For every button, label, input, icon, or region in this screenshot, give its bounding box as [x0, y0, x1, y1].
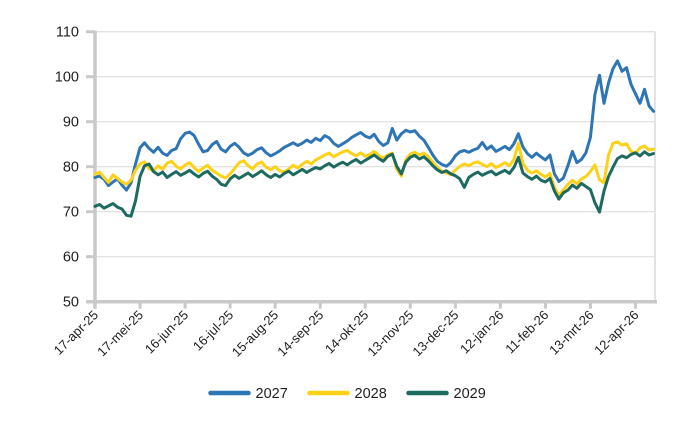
x-tick-label: 15-aug-25 [229, 307, 282, 360]
x-tick-label: 12-jan-26 [457, 307, 506, 356]
legend-item-2029: 2029 [406, 386, 486, 402]
legend-label-2028: 2028 [355, 386, 387, 402]
legend-label-2029: 2029 [454, 386, 486, 402]
x-tick-label: 16-jul-25 [190, 307, 236, 353]
legend-label-2027: 2027 [256, 386, 288, 402]
x-tick-label: 12-apr-26 [591, 307, 641, 357]
y-tick-label: 80 [63, 160, 79, 176]
x-tick-label: 13-dec-25 [409, 307, 461, 359]
x-tick-label: 13-mrt-26 [546, 307, 596, 357]
legend-item-2028: 2028 [307, 386, 387, 402]
y-tick-label: 70 [63, 205, 79, 221]
legend-item-2027: 2027 [208, 386, 288, 402]
x-tick-label: 17-mei-25 [94, 307, 146, 359]
y-tick-label: 90 [63, 115, 79, 131]
x-tick-label: 11-feb-26 [502, 307, 551, 356]
x-tick-label: 14-sep-25 [274, 307, 326, 359]
x-tick-label: 17-apr-25 [51, 307, 101, 357]
y-tick-label: 100 [55, 70, 79, 86]
x-tick-label: 16-jun-25 [142, 307, 191, 356]
series-line-2028 [93, 140, 655, 197]
y-tick-label: 60 [63, 250, 79, 266]
series-line-2029 [93, 150, 655, 218]
y-tick-label: 50 [63, 295, 79, 311]
y-tick-label: 110 [56, 25, 79, 41]
series-line-2027 [93, 59, 655, 192]
x-tick-label: 13-nov-25 [364, 307, 416, 359]
